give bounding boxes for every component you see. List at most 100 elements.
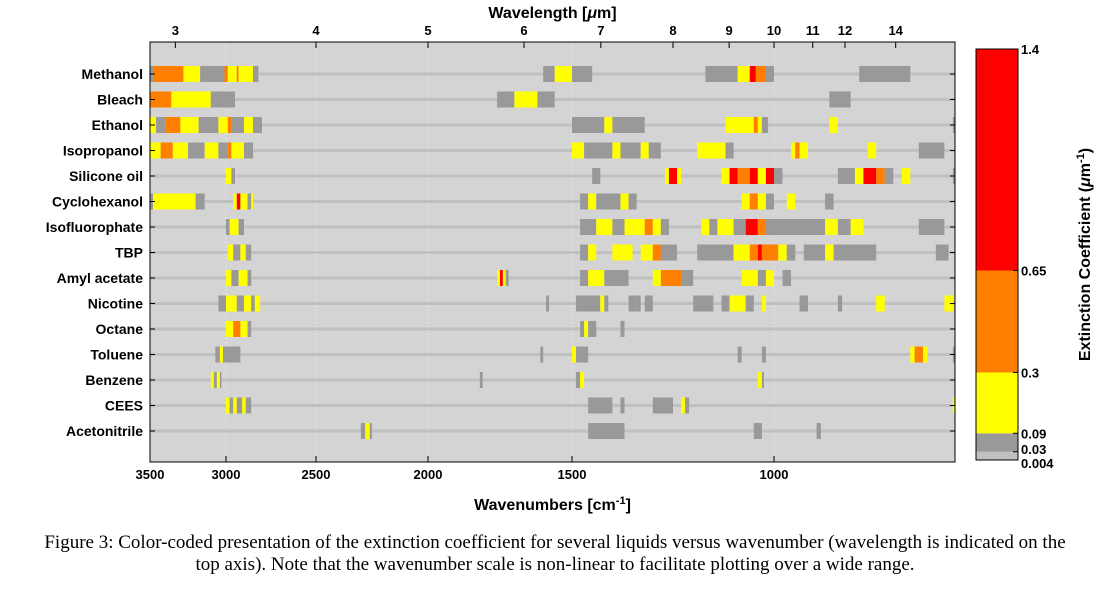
extinction-segment bbox=[914, 346, 924, 363]
extinction-segment bbox=[644, 295, 653, 312]
extinction-segment bbox=[231, 270, 239, 286]
extinction-segment bbox=[803, 244, 826, 261]
top-axis-title: Wavelength [μm] bbox=[488, 5, 616, 22]
top-tick-label: 11 bbox=[806, 23, 820, 38]
extinction-segment bbox=[596, 219, 613, 235]
extinction-segment bbox=[677, 168, 682, 184]
extinction-segment bbox=[580, 219, 597, 235]
extinction-segment bbox=[729, 295, 746, 312]
x-tick-label: 1500 bbox=[558, 467, 587, 482]
extinction-segment bbox=[737, 66, 750, 82]
extinction-segment bbox=[546, 295, 549, 312]
extinction-segment bbox=[502, 270, 506, 286]
data-row-cyclohexanol bbox=[150, 193, 955, 210]
extinction-segment bbox=[944, 295, 953, 312]
extinction-segment bbox=[640, 244, 653, 261]
extinction-segment bbox=[245, 244, 252, 261]
extinction-segment bbox=[685, 397, 690, 414]
extinction-segment bbox=[219, 372, 222, 388]
colorbar-band bbox=[976, 451, 1018, 460]
extinction-segment bbox=[859, 66, 911, 82]
row-baseline bbox=[150, 225, 955, 229]
extinction-segment bbox=[761, 244, 779, 261]
row-label: Isofluorophate bbox=[46, 219, 143, 235]
extinction-segment bbox=[226, 397, 230, 414]
extinction-segment bbox=[741, 270, 758, 286]
extinction-segment bbox=[580, 321, 585, 337]
extinction-segment bbox=[612, 219, 625, 235]
x-tick-label: 3000 bbox=[212, 467, 241, 482]
data-row-benzene bbox=[150, 372, 955, 388]
row-label: Nicotine bbox=[88, 296, 143, 312]
top-tick-label: 10 bbox=[767, 23, 781, 38]
extinction-segment bbox=[624, 219, 645, 235]
extinction-segment bbox=[753, 117, 758, 133]
extinction-segment bbox=[753, 423, 762, 439]
extinction-segment bbox=[156, 117, 166, 133]
extinction-segment bbox=[620, 193, 629, 210]
extinction-segment bbox=[226, 295, 237, 312]
extinction-segment bbox=[572, 346, 577, 363]
extinction-segment bbox=[620, 142, 641, 159]
extinction-segment bbox=[244, 142, 248, 159]
extinction-segment bbox=[240, 321, 248, 337]
extinction-segment bbox=[231, 142, 244, 159]
extinction-segment bbox=[222, 346, 241, 363]
extinction-segment bbox=[226, 168, 232, 184]
extinction-segment bbox=[226, 219, 230, 235]
extinction-segment bbox=[725, 142, 734, 159]
x-tick-label: 3500 bbox=[136, 467, 165, 482]
row-label: Isopropanol bbox=[63, 143, 143, 159]
extinction-segment bbox=[244, 295, 252, 312]
extinction-segment bbox=[842, 244, 877, 261]
extinction-segment bbox=[180, 117, 199, 133]
extinction-segment bbox=[153, 193, 196, 210]
extinction-segment bbox=[236, 295, 244, 312]
extinction-segment bbox=[231, 117, 244, 133]
extinction-segment bbox=[697, 244, 714, 261]
extinction-segment bbox=[652, 219, 661, 235]
row-label: Ethanol bbox=[92, 117, 143, 133]
extinction-segment bbox=[761, 372, 764, 388]
extinction-segment bbox=[479, 372, 483, 388]
extinction-segment bbox=[660, 219, 669, 235]
extinction-segment bbox=[640, 142, 649, 159]
row-label: Cyclohexanol bbox=[52, 194, 143, 210]
extinction-segment bbox=[543, 66, 555, 82]
extinction-segment bbox=[244, 117, 253, 133]
extinction-segment bbox=[218, 117, 228, 133]
extinction-segment bbox=[652, 397, 673, 414]
extinction-segment bbox=[576, 346, 589, 363]
extinction-segment bbox=[854, 168, 864, 184]
x-tick-label: 1000 bbox=[760, 467, 789, 482]
extinction-segment bbox=[829, 117, 838, 133]
top-tick-label: 12 bbox=[838, 23, 852, 38]
extinction-segment bbox=[505, 270, 509, 286]
extinction-segment bbox=[652, 270, 661, 286]
extinction-segment bbox=[795, 142, 800, 159]
extinction-segment bbox=[774, 168, 783, 184]
extinction-segment bbox=[497, 91, 515, 108]
extinction-segment bbox=[876, 168, 885, 184]
extinction-segment bbox=[749, 168, 758, 184]
extinction-segment bbox=[713, 142, 726, 159]
data-row-tbp bbox=[150, 244, 955, 261]
extinction-segment bbox=[247, 193, 252, 210]
extinction-segment bbox=[786, 244, 796, 261]
row-label: CEES bbox=[105, 398, 143, 414]
extinction-segment bbox=[660, 244, 678, 261]
extinction-segment bbox=[247, 142, 253, 159]
data-row-methanol bbox=[150, 66, 955, 82]
extinction-segment bbox=[713, 244, 734, 261]
extinction-segment bbox=[200, 66, 225, 82]
x-axis-title: Wavenumbers [cm-1] bbox=[474, 495, 631, 514]
extinction-segment bbox=[253, 117, 262, 133]
extinction-segment bbox=[918, 219, 945, 235]
extinction-segment bbox=[923, 346, 928, 363]
row-baseline bbox=[150, 353, 955, 356]
extinction-segment bbox=[588, 423, 625, 439]
extinction-segment bbox=[721, 295, 730, 312]
extinction-segment bbox=[910, 346, 915, 363]
extinction-segment bbox=[604, 117, 613, 133]
extinction-segment bbox=[757, 168, 766, 184]
